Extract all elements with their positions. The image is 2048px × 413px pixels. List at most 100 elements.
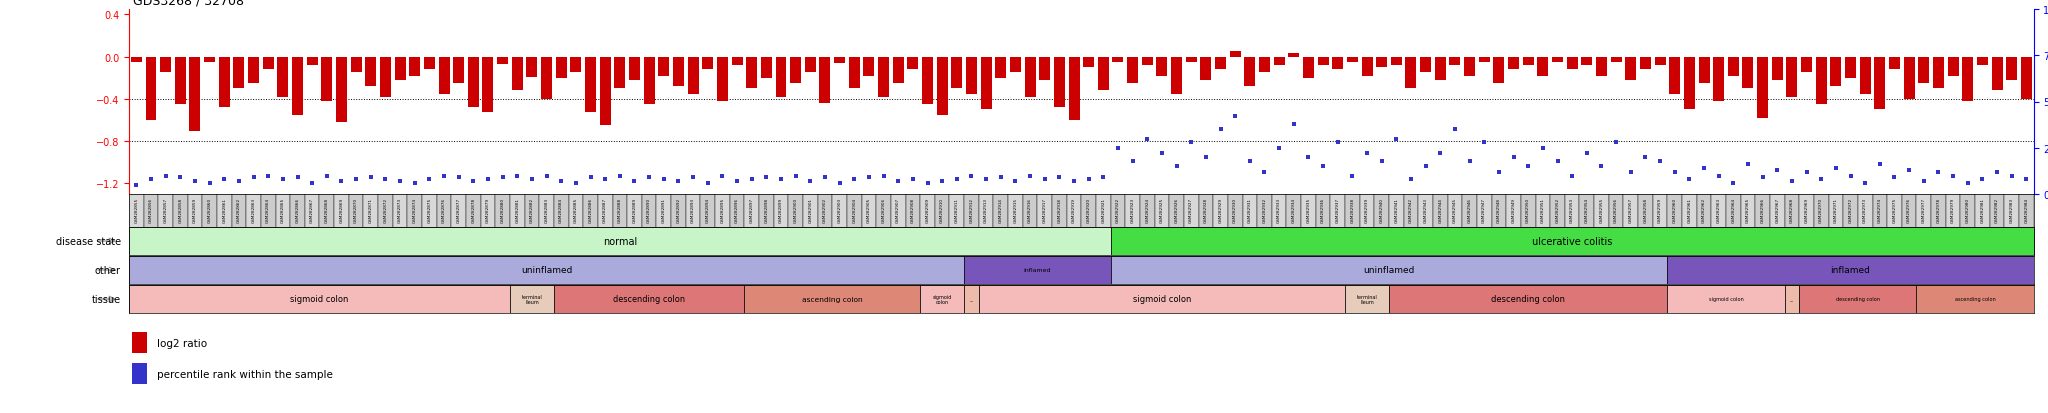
Bar [1579, 195, 1593, 254]
Bar [950, 195, 965, 254]
Point [971, 176, 1004, 183]
Bar [1493, 57, 1505, 84]
Point [1511, 164, 1544, 170]
Text: GSM282878: GSM282878 [471, 197, 475, 223]
Bar [1272, 195, 1286, 254]
Bar [715, 195, 729, 254]
Point [1176, 140, 1208, 146]
Bar [1565, 195, 1579, 254]
Text: GSM282932: GSM282932 [1262, 197, 1266, 223]
Point [1688, 165, 1720, 172]
Bar [451, 195, 467, 254]
Text: terminal
ileum: terminal ileum [1356, 294, 1378, 305]
Bar [305, 195, 319, 254]
Bar [1772, 57, 1782, 81]
Point [1716, 180, 1749, 187]
Point [573, 175, 606, 181]
Bar [995, 57, 1006, 78]
Bar [1419, 195, 1434, 254]
Bar [205, 57, 215, 63]
Text: GSM282867: GSM282867 [309, 197, 313, 223]
Bar [936, 57, 948, 116]
Bar [512, 57, 522, 91]
Text: GSM282957: GSM282957 [1628, 197, 1632, 223]
Bar [1683, 57, 1696, 110]
Point [1819, 165, 1851, 172]
Text: GSM282909: GSM282909 [926, 197, 930, 223]
Bar [1681, 195, 1696, 254]
Bar [2007, 57, 2017, 81]
Text: GSM282972: GSM282972 [1849, 197, 1853, 223]
Bar [1448, 195, 1462, 254]
Bar [553, 195, 569, 254]
Text: GSM282872: GSM282872 [383, 197, 387, 223]
Bar [1008, 195, 1022, 254]
Point [911, 180, 944, 187]
Bar [891, 195, 905, 254]
Bar [1976, 57, 1989, 66]
Bar [803, 195, 817, 254]
Bar [129, 228, 1110, 255]
Text: GSM282975: GSM282975 [1892, 197, 1896, 223]
Text: terminal
ileum: terminal ileum [522, 294, 543, 305]
Bar [1626, 57, 1636, 81]
Text: GSM282905: GSM282905 [866, 197, 870, 223]
Point [1790, 169, 1823, 176]
Bar [1405, 57, 1417, 89]
Bar [1374, 195, 1389, 254]
Bar [1960, 195, 1974, 254]
Text: ulcerative colitis: ulcerative colitis [1532, 236, 1612, 247]
Bar [1581, 57, 1591, 66]
Point [809, 175, 842, 181]
Bar [307, 57, 317, 66]
Bar [1155, 195, 1169, 254]
Bar [1331, 195, 1346, 254]
Point [633, 175, 666, 181]
Point [1542, 158, 1575, 165]
Text: GSM282973: GSM282973 [1864, 197, 1868, 223]
Bar [1831, 57, 1841, 87]
Text: GSM282860: GSM282860 [207, 197, 211, 223]
Text: GSM282922: GSM282922 [1116, 197, 1120, 223]
Point [1130, 136, 1163, 142]
Text: GSM282923: GSM282923 [1130, 197, 1135, 223]
Text: GSM282903: GSM282903 [838, 197, 842, 223]
Bar [1714, 57, 1724, 102]
Bar [1550, 195, 1565, 254]
Bar [1741, 195, 1755, 254]
Bar [1624, 195, 1638, 254]
Text: GSM282951: GSM282951 [1540, 197, 1544, 223]
Bar [1948, 57, 1958, 76]
Text: GSM282966: GSM282966 [1761, 197, 1765, 223]
Text: tissue: tissue [92, 294, 121, 304]
Bar [1843, 195, 1858, 254]
Bar [745, 57, 758, 89]
Bar [1464, 57, 1475, 76]
Text: GSM282899: GSM282899 [778, 197, 782, 223]
Bar [643, 57, 655, 105]
Text: sigmoid colon: sigmoid colon [291, 295, 348, 304]
Text: GSM282950: GSM282950 [1526, 197, 1530, 223]
Text: GSM282895: GSM282895 [721, 197, 725, 223]
Text: GSM282877: GSM282877 [457, 197, 461, 223]
Point [662, 178, 694, 185]
Bar [1872, 195, 1886, 254]
Point [121, 182, 154, 189]
Bar [541, 57, 553, 100]
Bar [584, 195, 598, 254]
Text: GSM282858: GSM282858 [178, 197, 182, 223]
Point [502, 173, 535, 179]
Text: GSM282967: GSM282967 [1776, 197, 1780, 223]
Point [590, 176, 623, 183]
Text: GSM282911: GSM282911 [954, 197, 958, 222]
Bar [1243, 195, 1257, 254]
Bar [1186, 57, 1196, 63]
Point [1028, 176, 1061, 183]
Text: GSM282971: GSM282971 [1833, 197, 1837, 223]
Text: other: other [94, 266, 121, 275]
Bar [1376, 57, 1386, 68]
Point [354, 175, 387, 181]
Point [1776, 178, 1808, 185]
Point [150, 173, 182, 179]
Bar [1229, 195, 1243, 254]
